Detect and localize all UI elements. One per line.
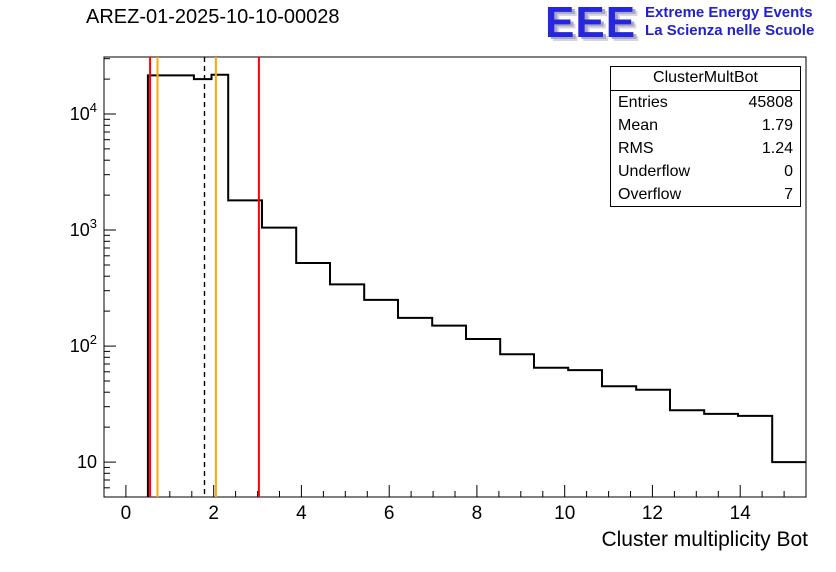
eee-logo-line1: Extreme Energy Events [645,4,813,21]
stats-row-value: 45808 [748,94,794,111]
page-title: AREZ-01-2025-10-10-00028 [86,6,340,28]
stats-row: Entries 45808 [611,91,800,114]
stats-title: ClusterMultBot [611,67,800,91]
stats-row: Overflow 7 [611,183,800,206]
stats-row: Mean 1.79 [611,114,800,137]
stats-row-value: 1.79 [761,117,793,134]
x-tick-label: 14 [730,503,752,524]
stats-box: ClusterMultBot Entries 45808 Mean 1.79 RMS 1.… [610,66,801,207]
stats-rows: Entries 45808 Mean 1.79 RMS 1.24 Underflow 0 Ove… [611,91,800,206]
x-tick-label: 0 [121,503,132,524]
x-tick-label: 6 [384,503,395,524]
x-axis-label: Cluster multiplicity Bot [601,528,808,551]
stats-row-label: Entries [618,94,668,111]
eee-logo-line2: La Scienza nelle Scuole [645,22,815,39]
stats-row: Underflow 0 [611,160,800,183]
histogram-line [146,73,806,497]
stats-row-label: Underflow [618,163,691,180]
stats-row: RMS 1.24 [611,137,800,160]
stats-row-value: 7 [784,186,793,203]
eee-logo-acronym: EEE [545,0,637,47]
x-tick-label: 2 [208,503,219,524]
y-tick-label: 103 [70,216,97,240]
stats-row-label: Overflow [618,186,682,203]
x-tick-label: 8 [472,503,483,524]
x-tick-label: 10 [554,503,575,524]
y-tick-label: 10 [77,452,97,472]
x-tick-label: 12 [642,503,663,524]
y-tick-label: 102 [70,332,97,356]
stats-row-label: Mean [618,117,659,134]
eee-logo: EEE Extreme Energy Events La Scienza nel… [545,0,814,46]
y-tick-label: 104 [70,100,97,124]
stats-row-label: RMS [618,140,654,157]
eee-logo-text: Extreme Energy Events La Scienza nelle S… [645,4,814,40]
x-tick-label: 4 [296,503,307,524]
stats-row-value: 1.24 [761,140,793,157]
stats-row-value: 0 [784,163,793,180]
